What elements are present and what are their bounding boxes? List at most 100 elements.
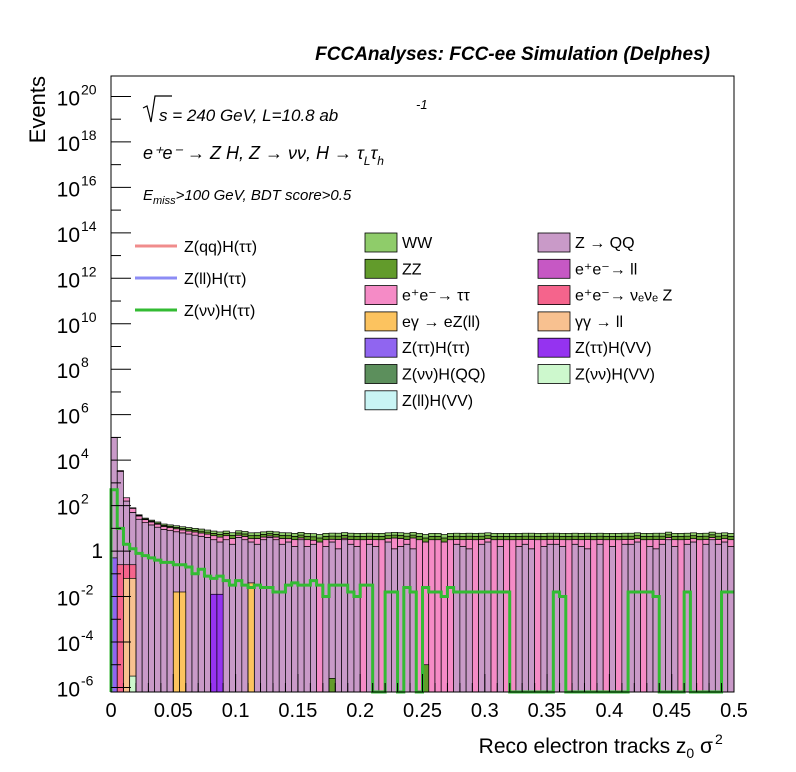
bar-WW xyxy=(721,532,729,536)
bar-WW xyxy=(272,531,280,535)
bar-Z → QQ xyxy=(310,543,317,693)
legend-swatch xyxy=(364,390,398,411)
bar-ZZ xyxy=(422,537,430,543)
bar-WW xyxy=(334,532,342,537)
bar-e⁺e⁻→ ττ xyxy=(552,539,560,545)
bar-WW xyxy=(216,531,224,535)
bar-WW xyxy=(590,533,598,537)
bar-WW xyxy=(552,532,560,537)
y-tick-exponent: 14 xyxy=(81,218,97,234)
x-tick-label: 0.45 xyxy=(652,700,691,722)
bar-e⁺e⁻→ ττ xyxy=(135,515,143,520)
bar-Z → QQ xyxy=(665,539,673,693)
bar-Z → QQ xyxy=(185,533,193,693)
bar-Z → QQ xyxy=(260,539,268,693)
legend-label: Z(νν)H(ττ) xyxy=(184,303,255,320)
bar-WW xyxy=(179,526,187,529)
bar-ZZ xyxy=(540,536,548,541)
legend-swatch xyxy=(537,285,571,306)
bar-e⁺e⁻→ ττ xyxy=(160,526,168,530)
bar-ZZ xyxy=(322,536,330,541)
bar-Z → QQ xyxy=(135,518,143,693)
bar-Z → QQ xyxy=(334,548,342,693)
bar-ZZ xyxy=(334,535,342,540)
bar-e⁺e⁻→ ττ xyxy=(459,539,467,547)
bar-ZZ xyxy=(465,535,473,540)
bar-ZZ xyxy=(471,536,479,541)
bar-Z → QQ xyxy=(609,546,616,693)
y-tick-exponent: 2 xyxy=(81,491,89,507)
bar-WW xyxy=(665,531,673,536)
legend-swatch xyxy=(364,258,398,279)
bar-Z → QQ xyxy=(253,543,261,693)
bar-e⁺e⁻→ ττ xyxy=(148,521,155,526)
bar-e⁺e⁻→ ττ xyxy=(471,539,479,693)
bar-e⁺e⁻→ ττ xyxy=(540,539,548,547)
bar-e⁺e⁻→ ττ xyxy=(440,541,448,693)
bar-Z → QQ xyxy=(646,546,654,693)
legend-label: Z(qq)H(ττ) xyxy=(184,239,257,256)
bar-ZZ xyxy=(484,535,492,540)
bar-ZZ xyxy=(241,533,249,537)
bar-e⁺e⁻→ ττ xyxy=(447,539,455,693)
bar-WW xyxy=(241,531,249,535)
bar-ZZ xyxy=(359,536,367,541)
bar-e⁺e⁻→ ττ xyxy=(316,541,324,693)
bar-WW xyxy=(347,532,355,537)
bar-ZZ xyxy=(447,536,455,541)
legend-label: e⁺e⁻→ νₑνₑ Z xyxy=(575,288,672,305)
x-tick-label: 0.25 xyxy=(403,700,442,722)
bar-ZZ xyxy=(590,536,598,541)
bar-e⁺e⁻→ ττ xyxy=(216,536,224,543)
bar-WW xyxy=(690,532,697,536)
bar-ZZ xyxy=(347,535,355,540)
bar-WW xyxy=(322,533,330,537)
bar-ZZ xyxy=(627,535,635,540)
legend-swatch xyxy=(537,311,571,332)
bar-ZZ xyxy=(372,536,380,541)
bar-ZZ xyxy=(559,536,567,541)
bar-WW xyxy=(266,530,274,534)
bar-ZZ xyxy=(721,535,729,540)
cut-annotation: Emiss>100 GeV, BDT score>0.5 xyxy=(143,187,352,207)
bar-ZZ xyxy=(503,536,511,541)
bar-e⁺e⁻→ ττ xyxy=(727,539,735,547)
bar-e⁺e⁻→ ττ xyxy=(658,539,666,545)
bar-ZZ xyxy=(303,536,311,541)
bar-e⁺e⁻→ ττ xyxy=(428,539,436,693)
bar-WW xyxy=(204,529,212,533)
bar-e⁺e⁻→ ττ xyxy=(403,539,411,545)
legend-signal: Z(qq)H(ττ) Z(ll)H(ττ) Z(νν)H(ττ) xyxy=(135,239,257,320)
x-axis-title-tail: σ xyxy=(694,735,713,758)
bar-WW xyxy=(702,532,710,537)
legend-label: Z(νν)H(QQ) xyxy=(402,367,486,384)
bar-e⁺e⁻→ ττ xyxy=(391,537,398,550)
bar-ZZ xyxy=(266,533,274,537)
bar-ZZ xyxy=(278,535,286,539)
bar-WW xyxy=(260,531,268,535)
bar-ZZ xyxy=(671,536,679,541)
x-tick-label: 0.35 xyxy=(528,700,567,722)
bar-WW xyxy=(247,532,255,536)
bar-e⁺e⁻→ ττ xyxy=(222,535,230,541)
bar-Z → QQ xyxy=(341,539,349,693)
bar-e⁺e⁻→ ττ xyxy=(652,539,660,550)
bar-e⁺e⁻→ ττ xyxy=(197,532,205,537)
bar-WW xyxy=(366,532,374,537)
bar-ZZ xyxy=(702,535,710,540)
bar-Z → QQ xyxy=(347,543,355,693)
legend-label: Z → QQ xyxy=(575,235,635,252)
bar-WW xyxy=(727,533,735,537)
bar-WW xyxy=(490,533,498,537)
bar-e⁺e⁻→ ττ xyxy=(690,538,697,543)
bar-WW xyxy=(166,524,174,527)
bar-e⁺e⁻→ ττ xyxy=(484,538,492,543)
y-tick-label: 10 xyxy=(57,406,80,429)
bar-Z → QQ xyxy=(528,548,535,693)
bar-WW xyxy=(609,533,616,537)
plot-area: 0 0.05 0.1 0.15 0.2 0.25 0.3 0.35 0.4 0.45 0.5 10 2… xyxy=(57,75,748,722)
bar-WW xyxy=(496,533,504,537)
bar-Z → QQ xyxy=(272,539,280,693)
bar-e⁺e⁻→ ττ xyxy=(191,531,199,536)
bar-ZZ xyxy=(453,535,461,540)
